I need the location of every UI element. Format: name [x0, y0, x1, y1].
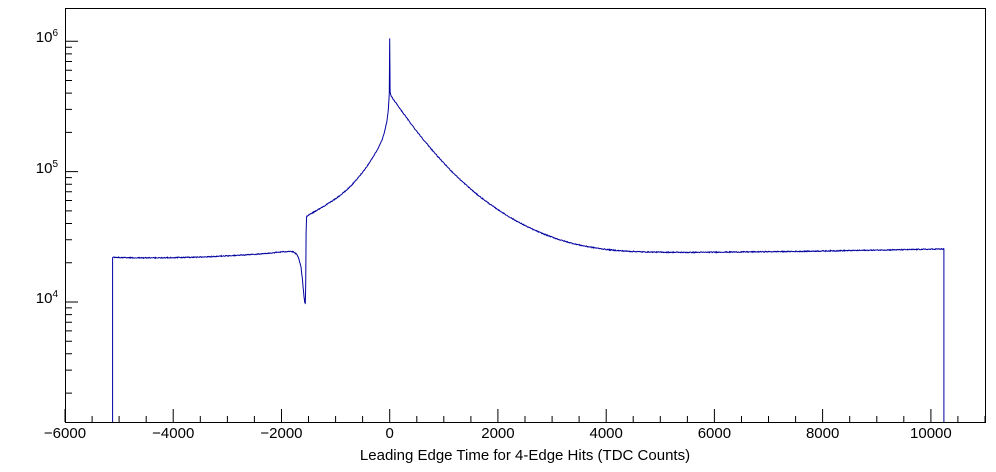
x-tick-label: 6000	[697, 425, 732, 442]
x-axis-title: Leading Edge Time for 4-Edge Hits (TDC C…	[359, 447, 691, 464]
y-tick-label: 105	[35, 158, 58, 177]
x-tick-label: 8000	[805, 425, 840, 442]
x-tick-label: −4000	[152, 425, 195, 442]
x-tick-label: 2000	[481, 425, 515, 442]
y-tick-label: 104	[35, 288, 58, 307]
axis-ticks	[64, 40, 986, 422]
x-tick-label: 4000	[589, 425, 623, 442]
y-tick-label: 106	[35, 28, 58, 47]
x-tick-label: 10000	[910, 425, 952, 442]
plot-frame	[65, 8, 986, 423]
x-tick-label: −6000	[43, 425, 87, 442]
histogram-line	[112, 38, 945, 422]
x-tick-label: 0	[385, 425, 394, 442]
x-tick-label: −2000	[260, 425, 303, 442]
